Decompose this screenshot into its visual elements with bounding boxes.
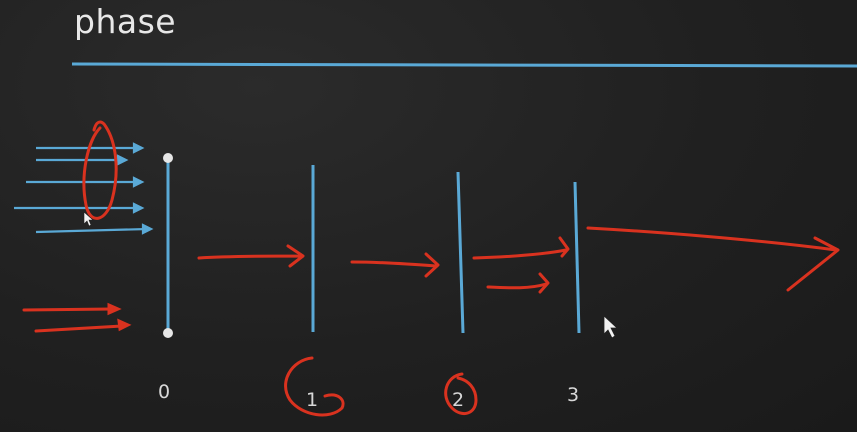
divider-3: [573, 181, 581, 334]
highlight-loop: [82, 120, 118, 220]
phase-arrow-0-1: [197, 244, 305, 268]
phase-arrow-output: [586, 226, 840, 292]
mouse-pointer-icon: [603, 315, 619, 339]
label-1-circle: [284, 356, 345, 417]
divider-0-top-endpoint: [163, 153, 173, 163]
divider-0-bottom-endpoint: [163, 328, 173, 338]
incoming-arrows: [14, 142, 154, 235]
phase-arrow-2-3-lower: [486, 272, 550, 294]
stage-label-3: 3: [567, 384, 580, 406]
left-red-arrows: [22, 302, 132, 333]
stage-label-2: 2: [452, 389, 465, 411]
page-title: phase: [74, 2, 177, 41]
mouse-pointer-icon: [83, 211, 94, 227]
phase-arrow-1-2: [350, 252, 440, 278]
phase-arrow-2-3-upper: [472, 236, 570, 260]
label-2-circle: [444, 372, 478, 416]
stage-label-0: 0: [158, 381, 171, 403]
red-phase-arrows: [197, 226, 840, 294]
divider-2: [456, 171, 465, 334]
title-underline: [71, 62, 857, 68]
stage-label-1: 1: [306, 389, 319, 411]
